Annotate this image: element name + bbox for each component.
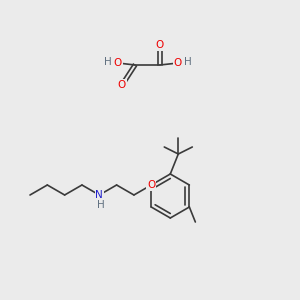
Text: H: H bbox=[104, 57, 112, 67]
Text: O: O bbox=[114, 58, 122, 68]
Text: H: H bbox=[184, 57, 192, 67]
Text: O: O bbox=[118, 80, 126, 90]
Text: N: N bbox=[95, 190, 103, 200]
Text: O: O bbox=[174, 58, 182, 68]
Text: H: H bbox=[98, 200, 105, 210]
Text: O: O bbox=[147, 180, 155, 190]
Text: O: O bbox=[156, 40, 164, 50]
